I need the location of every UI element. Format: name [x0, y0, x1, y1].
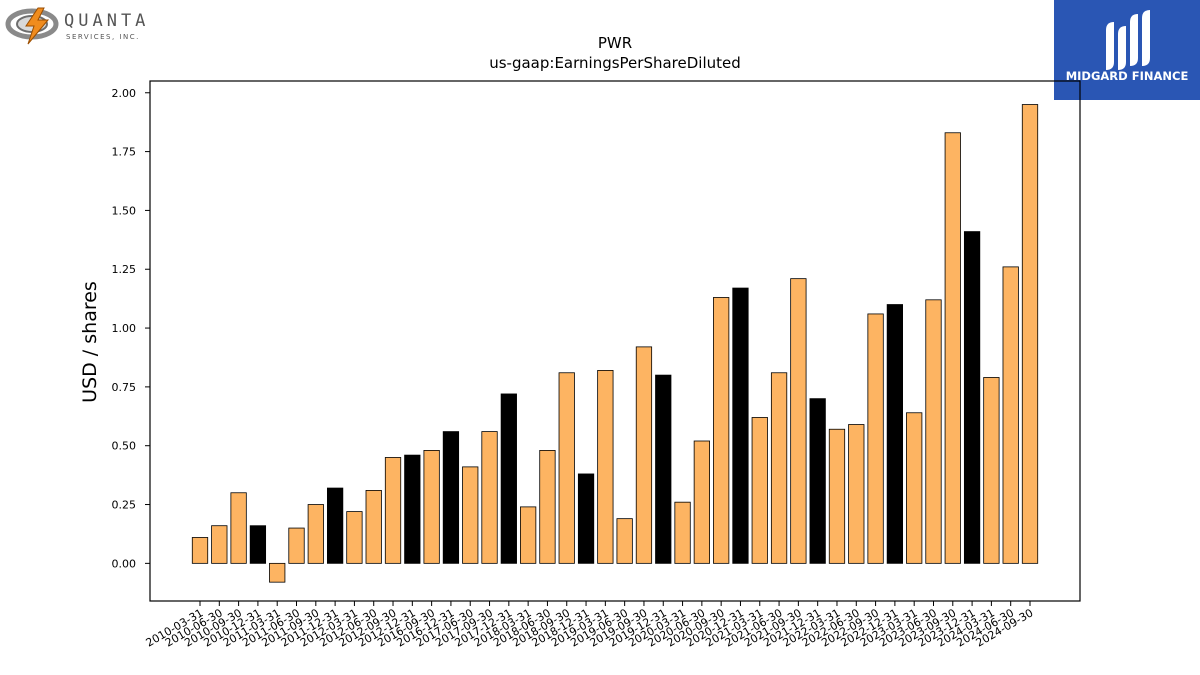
y-axis-label: USD / shares — [79, 281, 101, 403]
bar-2024-03-31 — [983, 377, 1000, 564]
bar-2022-03-31 — [828, 428, 846, 564]
bar-2011-06-30 — [288, 527, 305, 564]
bar-2024-06-30 — [1002, 266, 1019, 564]
bar-2019-12-31 — [655, 374, 672, 564]
bar-2010-06-30 — [211, 525, 228, 564]
chart-title: PWR — [598, 34, 632, 52]
y-axis-ticks: 0.00 0.25 0.50 0.75 1.00 1.25 1.50 1.75 2.00 — [112, 87, 150, 570]
bar-2019-03-31 — [597, 370, 614, 564]
plot-frame — [149, 80, 1081, 602]
bar-2010-03-31 — [191, 537, 209, 564]
chart-subtitle: us-gaap:EarningsPerShareDiluted — [489, 54, 741, 72]
lightning-bolt-icon — [25, 7, 50, 45]
bar-2018-06-30 — [539, 450, 556, 564]
midgard-finance-logo: MIDGARD FINANCE — [1054, 0, 1200, 100]
bar-2022-09-30 — [867, 313, 884, 564]
logo-brand-name: MIDGARD FINANCE — [1066, 69, 1189, 83]
bar-2023-12-31 — [963, 231, 981, 564]
bar-2020-03-31 — [674, 501, 691, 564]
midgard-emblem-icon — [1106, 10, 1150, 70]
bar-2011-12-31 — [326, 487, 344, 564]
y-tick-label: 0.75 — [112, 381, 137, 394]
bar-2023-09-30 — [944, 132, 961, 564]
quanta-logo: QUANTA SERVICES, INC. — [4, 4, 164, 48]
bar-2010-12-31 — [249, 525, 267, 564]
bar-2018-09-30 — [558, 372, 575, 564]
y-tick-label: 0.00 — [112, 557, 137, 570]
y-tick-label: 1.75 — [112, 146, 137, 159]
bar-2020-06-30 — [693, 440, 710, 564]
bar-2020-12-31 — [732, 287, 749, 564]
bar-2024-09-30 — [1021, 104, 1039, 564]
bar-2010-09-30 — [230, 492, 247, 564]
bar-2023-06-30 — [925, 299, 942, 564]
bar-2017-06-30 — [462, 466, 479, 564]
x-axis-ticks: 2010-03-312010-06-302010-09-302010-12-31… — [144, 601, 1036, 650]
bar-2019-06-30 — [616, 518, 633, 564]
bar-2018-12-31 — [577, 473, 595, 564]
bar-2019-09-30 — [635, 346, 653, 564]
bar-2021-12-31 — [809, 398, 826, 564]
y-tick-label: 0.50 — [112, 440, 137, 453]
bar-2022-12-31 — [886, 304, 903, 564]
bar-2012-12-31 — [404, 454, 421, 564]
bar-2011-03-31 — [269, 562, 286, 583]
bar-2012-09-30 — [384, 457, 402, 564]
bar-2012-06-30 — [365, 490, 382, 564]
bar-2017-09-30 — [481, 431, 498, 564]
bar-2016-09-30 — [423, 450, 440, 564]
bar-2017-12-31 — [500, 393, 517, 564]
y-tick-label: 1.00 — [112, 322, 137, 335]
bar-2016-12-31 — [442, 431, 460, 564]
bar-2021-09-30 — [790, 278, 807, 564]
bar-2018-03-31 — [520, 506, 537, 564]
y-tick-label: 1.25 — [112, 263, 137, 276]
bar-2011-09-30 — [307, 504, 324, 564]
bar-2020-09-30 — [713, 297, 730, 564]
logo-company-sub: SERVICES, INC. — [66, 33, 140, 41]
bar-series — [191, 104, 1039, 583]
y-tick-label: 0.25 — [112, 499, 137, 512]
bar-2021-03-31 — [751, 417, 768, 564]
bar-2021-06-30 — [770, 372, 788, 564]
bar-2022-06-30 — [848, 424, 865, 564]
logo-company-name: QUANTA — [64, 11, 149, 31]
bar-2023-03-31 — [906, 412, 923, 564]
bar-2012-03-31 — [346, 511, 363, 564]
y-tick-label: 2.00 — [112, 87, 137, 100]
y-tick-label: 1.50 — [112, 204, 137, 217]
